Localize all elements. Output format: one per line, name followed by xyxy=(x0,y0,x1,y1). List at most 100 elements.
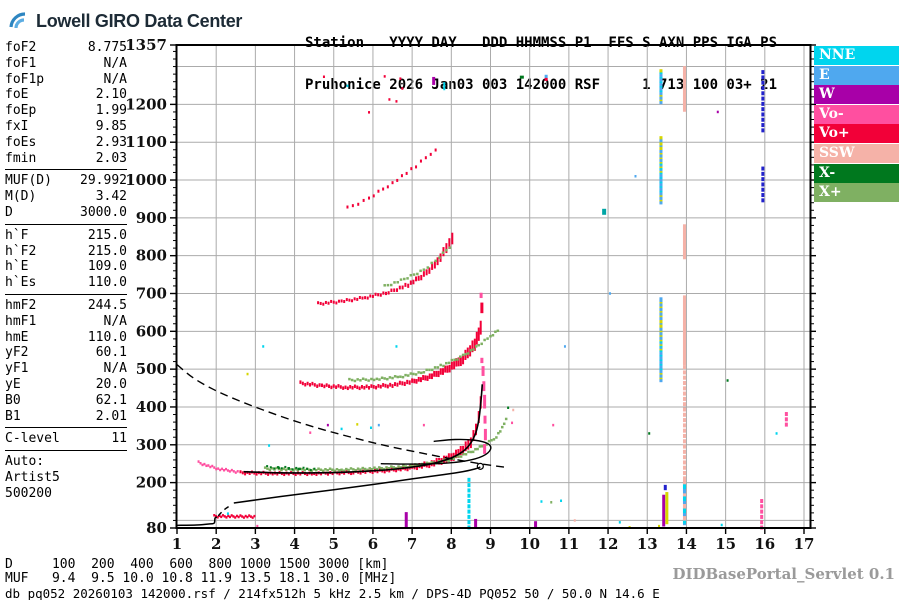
param-row-hf: h`F 215.0 xyxy=(5,228,127,244)
param-label: B1 xyxy=(5,408,21,424)
param-value: 2.93 xyxy=(95,134,127,150)
svg-text:700: 700 xyxy=(136,284,167,302)
svg-text:10: 10 xyxy=(519,535,540,553)
svg-text:5: 5 xyxy=(329,535,339,553)
param-value: 9.85 xyxy=(95,118,127,134)
param-row-hes: h`Es 110.0 xyxy=(5,275,127,291)
svg-text:1357: 1357 xyxy=(125,36,167,54)
param-label: C-level xyxy=(5,431,60,447)
param-value: 110.0 xyxy=(87,275,127,291)
svg-text:1000: 1000 xyxy=(125,171,167,189)
svg-text:200: 200 xyxy=(136,474,167,492)
param-label: foEs xyxy=(5,134,37,150)
logo: Lowell GIRO Data Center xyxy=(8,7,242,35)
param-value: 11 xyxy=(111,431,127,447)
param-label: B0 xyxy=(5,392,21,408)
svg-text:900: 900 xyxy=(136,209,167,227)
param-value: 244.5 xyxy=(87,297,127,313)
panel-divider xyxy=(5,223,127,225)
param-value: N/A xyxy=(103,361,127,377)
svg-text:2: 2 xyxy=(211,535,221,553)
svg-text:11: 11 xyxy=(558,535,579,553)
svg-text:4: 4 xyxy=(289,535,299,553)
svg-text:16: 16 xyxy=(754,535,775,553)
measurement-status-line: db pq052 20260103 142000.rsf / 214fx512h… xyxy=(5,586,660,600)
param-label: h`F2 xyxy=(5,243,37,259)
param-row-fof2: foF2 8.775 xyxy=(5,40,127,56)
param-row-fof1: foF1 N/A xyxy=(5,56,127,72)
svg-text:500: 500 xyxy=(136,360,167,378)
muf-distance-row: D 100 200 400 600 800 1000 1500 3000 [km… xyxy=(5,557,389,572)
panel-text-line: 500200 xyxy=(5,485,52,501)
panel-divider xyxy=(5,450,127,452)
panel-divider xyxy=(5,293,127,295)
svg-text:12: 12 xyxy=(598,535,619,553)
param-row-hf2: h`F2 215.0 xyxy=(5,244,127,260)
param-row-yf1: yF1 N/A xyxy=(5,361,127,377)
param-row-fmin: fmin 2.03 xyxy=(5,151,127,167)
param-value: N/A xyxy=(103,313,127,329)
legend-item-e: E xyxy=(814,65,899,85)
param-row-fxi: fxI 9.85 xyxy=(5,119,127,135)
param-row-hmf1: hmF1 N/A xyxy=(5,314,127,330)
param-row-hmf2: hmF2 244.5 xyxy=(5,298,127,314)
param-value: 109.0 xyxy=(87,259,127,275)
servlet-version-label: DIDBasePortal_Servlet 0.1 xyxy=(672,565,895,583)
svg-text:800: 800 xyxy=(136,247,167,265)
legend-item-w: W xyxy=(814,85,899,105)
panel-text-line: Auto: xyxy=(5,454,45,470)
param-value: 8.775 xyxy=(87,40,127,55)
legend-item-ssw: SSW xyxy=(814,143,899,163)
svg-text:3: 3 xyxy=(250,535,260,553)
param-value: 2.01 xyxy=(95,408,127,424)
param-value: 110.0 xyxy=(87,329,127,345)
svg-text:300: 300 xyxy=(136,436,167,454)
param-label: h`Es xyxy=(5,275,37,291)
param-row-md: M(D) 3.42 xyxy=(5,189,127,205)
svg-text:15: 15 xyxy=(715,535,736,553)
legend-item-x: X+ xyxy=(814,183,899,203)
param-label: foE xyxy=(5,87,29,103)
param-label: D xyxy=(5,204,13,220)
legend-item-x: X- xyxy=(814,163,899,183)
param-row-foes: foEs 2.93 xyxy=(5,135,127,151)
svg-text:6: 6 xyxy=(368,535,378,553)
param-label: hmF1 xyxy=(5,313,37,329)
param-row-fof1p: foF1p N/A xyxy=(5,72,127,88)
param-label: hmF2 xyxy=(5,297,37,313)
legend-item-vo: Vo- xyxy=(814,104,899,124)
param-row-yf2: yF2 60.1 xyxy=(5,345,127,361)
param-label: foF2 xyxy=(5,40,37,55)
param-row-foe: foE 2.10 xyxy=(5,87,127,103)
param-label: hmE xyxy=(5,329,29,345)
param-value: 215.0 xyxy=(87,243,127,259)
svg-text:17: 17 xyxy=(794,535,815,553)
svg-text:9: 9 xyxy=(485,535,495,553)
param-label: foF1 xyxy=(5,55,37,71)
param-value: N/A xyxy=(103,55,127,71)
param-row-hme: hmE 110.0 xyxy=(5,330,127,346)
param-value: 62.1 xyxy=(95,392,127,408)
param-label: yF1 xyxy=(5,361,29,377)
param-value: 29.992 xyxy=(80,173,127,189)
param-value: 60.1 xyxy=(95,345,127,361)
legend-item-nne: NNE xyxy=(814,46,899,65)
param-row-clevel: C-level 11 xyxy=(5,431,127,447)
param-row-he: h`E 109.0 xyxy=(5,259,127,275)
param-label: fmin xyxy=(5,150,37,166)
param-label: foEp xyxy=(5,103,37,119)
param-value: 2.10 xyxy=(95,87,127,103)
param-row-ye: yE 20.0 xyxy=(5,377,127,393)
param-row-d: D 3000.0 xyxy=(5,205,127,221)
param-label: MUF(D) xyxy=(5,173,52,189)
param-value: 20.0 xyxy=(95,376,127,392)
param-label: fxI xyxy=(5,118,29,134)
svg-text:1: 1 xyxy=(172,535,182,553)
param-value: 3000.0 xyxy=(80,204,127,220)
muf-frequency-row: MUF 9.4 9.5 10.0 10.8 11.9 13.5 18.1 30.… xyxy=(5,571,397,586)
param-row-mufd: MUF(D) 29.992 xyxy=(5,173,127,189)
param-value: 2.03 xyxy=(95,150,127,166)
legend-item-vo: Vo+ xyxy=(814,124,899,144)
parameter-panel: foF2 8.775 foF1 N/A foF1p N/A foE 2.10 foEp 1.99 f… xyxy=(5,40,127,502)
